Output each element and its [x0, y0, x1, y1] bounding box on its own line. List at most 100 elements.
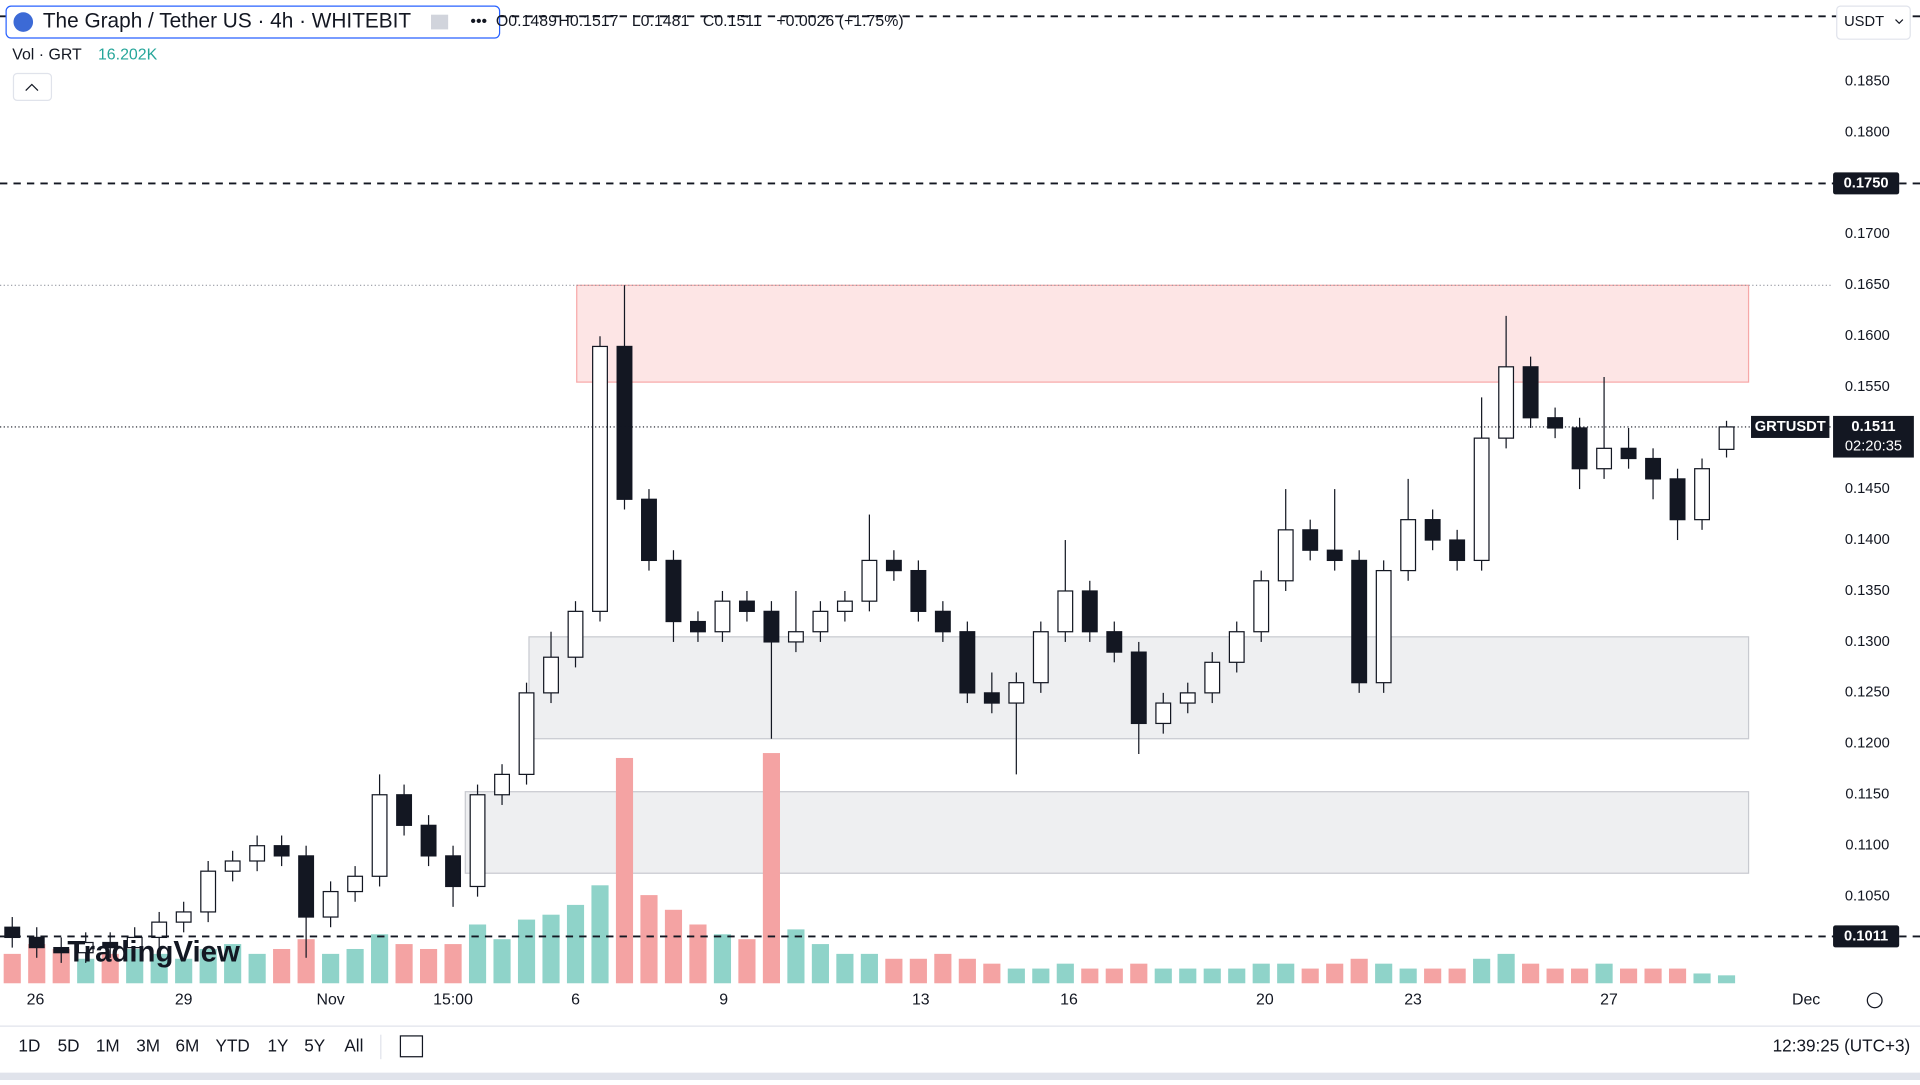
- volume-bar: [640, 895, 658, 984]
- x-tick-label: 13: [912, 992, 930, 1009]
- candle-body: [1302, 529, 1319, 551]
- symbol-label-box: [1751, 415, 1830, 438]
- candle-body: [567, 610, 584, 658]
- candle-body: [1596, 447, 1613, 470]
- collapse-button[interactable]: [12, 72, 53, 102]
- range-button[interactable]: YTD: [216, 1035, 250, 1055]
- range-button[interactable]: 6M: [175, 1035, 199, 1055]
- candle-body: [151, 921, 168, 939]
- volume-bar: [1081, 968, 1099, 984]
- range-button[interactable]: 5Y: [304, 1035, 326, 1055]
- x-tick-label: 15:00: [433, 992, 473, 1009]
- level-label-box: [1833, 172, 1900, 195]
- currency-box[interactable]: [1836, 5, 1911, 40]
- volume-bar: [1693, 973, 1711, 984]
- volume-bar: [664, 909, 683, 984]
- volume-bar: [689, 924, 707, 984]
- level-label: 0.1750: [1844, 175, 1889, 191]
- level-label: 0.1011: [1844, 928, 1888, 944]
- x-tick-label: 20: [1256, 992, 1274, 1009]
- candle-body: [1130, 651, 1147, 725]
- y-tick-label: 0.1800: [1845, 124, 1890, 140]
- volume-bar: [542, 914, 560, 984]
- y-tick-label: 0.1400: [1845, 532, 1890, 548]
- ohlc-low: L0.1481: [632, 13, 690, 30]
- candle-body: [812, 610, 829, 633]
- range-button[interactable]: 3M: [136, 1035, 160, 1055]
- flag-icon[interactable]: [431, 14, 449, 30]
- volume-bar: [1522, 963, 1540, 984]
- range-button[interactable]: All: [344, 1035, 363, 1055]
- candle-body: [445, 855, 462, 888]
- range-button[interactable]: 1Y: [267, 1035, 289, 1055]
- volume-bar: [1375, 963, 1393, 984]
- candle-body: [1645, 457, 1662, 480]
- volume-bar: [1595, 963, 1613, 984]
- volume-bar: [371, 934, 389, 984]
- volume-bar: [1668, 968, 1687, 984]
- candle-body: [1473, 437, 1490, 562]
- date-range-icon[interactable]: [399, 1035, 424, 1058]
- volume-bar: [811, 944, 829, 984]
- candle-body: [836, 600, 853, 612]
- symbol-title[interactable]: The Graph / Tether US · 4h · WHITEBIT: [43, 10, 412, 33]
- candle-body: [298, 855, 315, 918]
- collapse-icon: [25, 83, 39, 92]
- volume-bar: [468, 924, 487, 984]
- currency-caret: [1895, 19, 1904, 25]
- y-tick-label: 0.1300: [1845, 634, 1890, 650]
- settings-icon[interactable]: [1866, 992, 1883, 1009]
- volume-bar: [1105, 968, 1123, 984]
- volume-bar: [175, 958, 193, 984]
- candle-body: [249, 845, 266, 862]
- candle-body: [518, 692, 535, 775]
- candle-body: [469, 794, 486, 888]
- volume-bar: [1571, 968, 1589, 984]
- volume-bar: [934, 953, 952, 984]
- candle-body: [396, 794, 413, 826]
- y-tick-label: 0.1700: [1845, 226, 1890, 242]
- level-label-box: [1833, 925, 1900, 948]
- range-button[interactable]: 5D: [58, 1035, 80, 1055]
- volume-bar: [297, 939, 315, 984]
- symbol-box[interactable]: [5, 5, 501, 39]
- volume-bar: [1252, 963, 1270, 984]
- y-tick-label: 0.1200: [1845, 736, 1890, 752]
- candle-body: [1032, 631, 1049, 684]
- candle-body: [665, 559, 682, 623]
- volume-bar: [3, 953, 21, 984]
- candle-body: [1106, 631, 1123, 653]
- volume-bar: [517, 919, 536, 984]
- symbol-icon: [13, 12, 34, 32]
- candle-body: [4, 926, 21, 939]
- candle-body: [494, 773, 510, 796]
- volume-bar: [1620, 968, 1638, 984]
- range-button[interactable]: 1M: [96, 1035, 120, 1055]
- volume-bar: [738, 939, 756, 984]
- candle-body: [175, 911, 192, 923]
- currency[interactable]: USDT: [1844, 14, 1884, 30]
- candle-body: [543, 656, 559, 694]
- candle-body: [1081, 590, 1098, 633]
- y-tick-label: 0.1100: [1845, 838, 1889, 854]
- volume-bar: [1154, 968, 1172, 984]
- volume-bar: [224, 944, 242, 984]
- more-icon[interactable]: •••: [470, 13, 487, 30]
- candle-body: [1449, 539, 1466, 562]
- symbol-label: GRTUSDT: [1755, 419, 1826, 435]
- volume-bar: [1473, 958, 1491, 984]
- x-tick-label: 26: [27, 992, 45, 1009]
- x-tick-label: Nov: [316, 992, 344, 1009]
- range-button[interactable]: 1D: [18, 1035, 40, 1055]
- volume-bar: [1032, 968, 1050, 984]
- volume-bar: [713, 934, 732, 984]
- x-tick-label: 6: [571, 992, 580, 1009]
- x-tick-label: Dec: [1792, 992, 1820, 1009]
- x-tick-label: 29: [175, 992, 193, 1009]
- candle-body: [738, 600, 755, 612]
- zone: [576, 284, 1750, 383]
- candle-body: [641, 498, 657, 562]
